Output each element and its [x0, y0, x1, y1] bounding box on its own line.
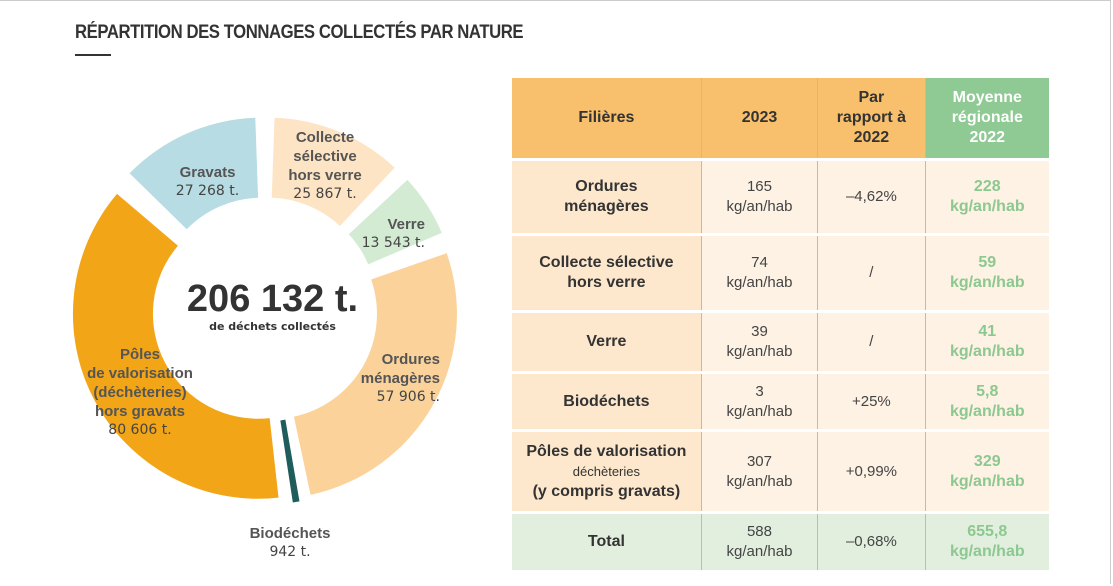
table-row: Collecte sélective hors verre 74 kg/an/ha…	[512, 233, 1049, 312]
table-row: Total 588 kg/an/hab –0,68% 655,8 kg/an/hab	[512, 511, 1049, 570]
table-row: Ordures ménagères 165 kg/an/hab –4,62% 228 …	[512, 158, 1049, 235]
filiere: Total	[587, 532, 625, 550]
v2023-cell: 74 kg/an/hab	[700, 233, 818, 312]
filiere: Pôles de valorisation	[526, 442, 687, 460]
evolution-cell: /	[817, 233, 926, 312]
evolution-cell: +25%	[817, 371, 926, 431]
table-row: Pôles de valorisation déchèteries (y compr…	[512, 429, 1049, 513]
slice-value: 80 606 t.	[108, 422, 172, 438]
table-row: Verre 39 kg/an/hab/41 kg/an/hab	[512, 310, 1049, 373]
evolution-cell: +0,99%	[817, 429, 926, 513]
v2023-cell: 3 kg/an/hab	[700, 371, 818, 431]
slice-name: Pôles de valorisation (déchèteries) hors…	[87, 346, 193, 420]
center-value: 206 132 t.	[186, 278, 359, 320]
evolution-cell: –0,68%	[817, 511, 926, 570]
header-row: Filières 2023 Par rapport à 2022 Moyenne ré…	[512, 78, 1049, 160]
header-cell: 2023	[700, 78, 818, 160]
slice-name: Biodéchets	[249, 525, 331, 542]
slice-name: Ordures ménagères	[360, 351, 440, 387]
slice-value: 942 t.	[269, 544, 311, 560]
filiere-cell: Verre	[512, 310, 702, 373]
center-label: de déchets collectés	[209, 320, 336, 333]
evolution-cell: –4,62%	[817, 158, 926, 235]
filiere-cell: Biodéchets	[512, 371, 702, 431]
slice-value: 27 268 t.	[175, 183, 240, 199]
filiere-cell: Total	[512, 511, 702, 570]
donut-slice	[129, 117, 259, 230]
header-cell: Moyenne régionale 2022	[924, 78, 1049, 160]
v2023-cell: 39 kg/an/hab	[700, 310, 818, 373]
table-row: Biodéchets 3 kg/an/hab +25% 5,8 kg/an/hab	[512, 371, 1049, 431]
filiere-cell: Pôles de valorisation déchèteries (y compr…	[512, 429, 702, 513]
donut-slice	[72, 193, 279, 499]
filiere: Collecte sélective hors verre	[539, 254, 674, 291]
v2023-cell: 307 kg/an/hab	[700, 429, 818, 513]
moyenne-cell: 655,8 kg/an/hab	[924, 511, 1049, 570]
donut-slice	[348, 179, 442, 265]
filiere-note: déchèteries	[572, 463, 640, 479]
evolution-cell: /	[817, 310, 926, 373]
filiere: Biodéchets	[563, 392, 650, 410]
moyenne-cell: 228 kg/an/hab	[924, 158, 1049, 235]
filiere: Verre	[586, 333, 627, 350]
slice-label: Gravats 27 268 t.	[150, 163, 265, 201]
table: Filières 2023 Par rapport à 2022 Moyenne ré…	[512, 78, 1049, 570]
slice-label: Collecte sélective hors verre 25 867 t.	[270, 128, 380, 204]
moyenne-cell: 59 kg/an/hab	[924, 233, 1049, 312]
title: RÉPARTITION DES TONNAGES COLLECTÉS PAR N…	[75, 22, 524, 43]
donut-slice	[271, 117, 395, 227]
slice-label: Ordures ménagères 57 906 t.	[330, 350, 440, 407]
header-cell: Par rapport à 2022	[817, 78, 926, 160]
slice-label: Biodéchets 942 t.	[220, 524, 360, 562]
moyenne-cell: 41 kg/an/hab	[924, 310, 1049, 373]
slice-name: Gravats	[179, 164, 236, 181]
slice-value: 57 906 t.	[376, 389, 440, 405]
donut-slice	[293, 253, 457, 495]
slice-name: Collecte sélective hors verre	[288, 129, 362, 184]
header-cell: Filières	[512, 78, 702, 160]
slice-name: Verre	[387, 216, 425, 233]
title-rule	[75, 54, 111, 56]
moyenne-cell: 329 kg/an/hab	[924, 429, 1049, 513]
slice-label: Pôles de valorisation (déchèteries) hors…	[60, 345, 220, 440]
filiere: Ordures ménagères	[564, 178, 649, 215]
donut-chart	[72, 117, 457, 503]
slice-value: 25 867 t.	[293, 186, 357, 202]
filiere-cell: Collecte sélective hors verre	[512, 233, 702, 312]
slice-value: 13 543 t.	[361, 235, 425, 251]
v2023-cell: 588 kg/an/hab	[700, 511, 818, 570]
filiere-cell: Ordures ménagères	[512, 158, 702, 235]
moyenne-cell: 5,8 kg/an/hab	[924, 371, 1049, 431]
donut-slice	[280, 419, 300, 503]
slice-label: Verre 13 543 t.	[340, 215, 425, 253]
v2023-cell: 165 kg/an/hab	[700, 158, 818, 235]
filiere-suffix: (y compris gravats)	[532, 482, 681, 500]
